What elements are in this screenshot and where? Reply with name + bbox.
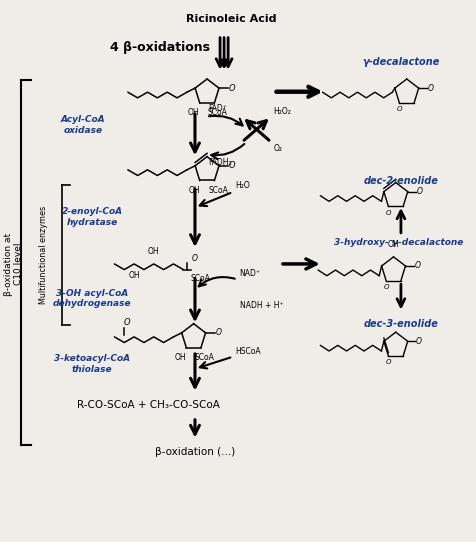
Text: SCoA: SCoA (190, 274, 210, 283)
Text: O₂: O₂ (273, 144, 282, 153)
Text: γ-decalactone: γ-decalactone (362, 56, 440, 67)
Text: O: O (124, 318, 130, 326)
Text: O: O (386, 359, 391, 365)
Text: Acyl-CoA
oxidase: Acyl-CoA oxidase (61, 115, 105, 135)
Text: 3-hydroxy- γ-decalactone: 3-hydroxy- γ-decalactone (334, 238, 463, 247)
Text: Multifunctional enzymes: Multifunctional enzymes (39, 205, 48, 304)
Text: OH: OH (128, 270, 140, 280)
Text: OH: OH (187, 108, 199, 118)
Text: SCoA: SCoA (208, 108, 228, 118)
Text: O: O (383, 284, 389, 290)
Text: dec-2-enolide: dec-2-enolide (364, 176, 438, 186)
Text: dec-3-enolide: dec-3-enolide (364, 319, 438, 328)
Text: O: O (416, 187, 423, 196)
Text: SCoA: SCoA (208, 186, 228, 195)
Text: FADH₂: FADH₂ (208, 158, 232, 167)
Text: O: O (192, 255, 198, 263)
Text: O: O (229, 162, 236, 170)
Text: FAD⁺: FAD⁺ (208, 104, 227, 113)
Text: OH: OH (148, 247, 159, 256)
Text: OH: OH (388, 240, 399, 249)
Text: β-oxidation (...): β-oxidation (...) (155, 447, 235, 457)
Text: NADH + H⁺: NADH + H⁺ (240, 301, 283, 310)
Text: β-oxidation at
C10 level: β-oxidation at C10 level (4, 233, 23, 295)
Text: OH: OH (188, 186, 200, 195)
Text: O: O (229, 83, 236, 93)
Text: HSCoA: HSCoA (235, 347, 261, 356)
Text: SCoA: SCoA (194, 353, 214, 362)
Text: O: O (397, 106, 402, 112)
Text: O: O (415, 261, 420, 270)
Text: O: O (427, 83, 434, 93)
Text: R-CO-SCoA + CH₃-CO-SCoA: R-CO-SCoA + CH₃-CO-SCoA (77, 400, 219, 410)
Text: O: O (386, 210, 391, 216)
Text: H₂O: H₂O (235, 181, 250, 190)
Text: O: O (216, 328, 221, 337)
Text: NAD⁺: NAD⁺ (240, 269, 261, 278)
Text: 3-ketoacyl-CoA
thiolase: 3-ketoacyl-CoA thiolase (54, 354, 130, 374)
Text: H₂O₂: H₂O₂ (273, 107, 291, 115)
Text: 2-enoyl-CoA
hydratase: 2-enoyl-CoA hydratase (61, 207, 123, 227)
Text: O: O (416, 337, 422, 346)
Text: 3-OH acyl-CoA
dehydrogenase: 3-OH acyl-CoA dehydrogenase (53, 288, 131, 308)
Text: OH: OH (175, 353, 187, 362)
Text: 4 β-oxidations: 4 β-oxidations (110, 41, 210, 54)
Text: Ricinoleic Acid: Ricinoleic Acid (186, 14, 276, 24)
